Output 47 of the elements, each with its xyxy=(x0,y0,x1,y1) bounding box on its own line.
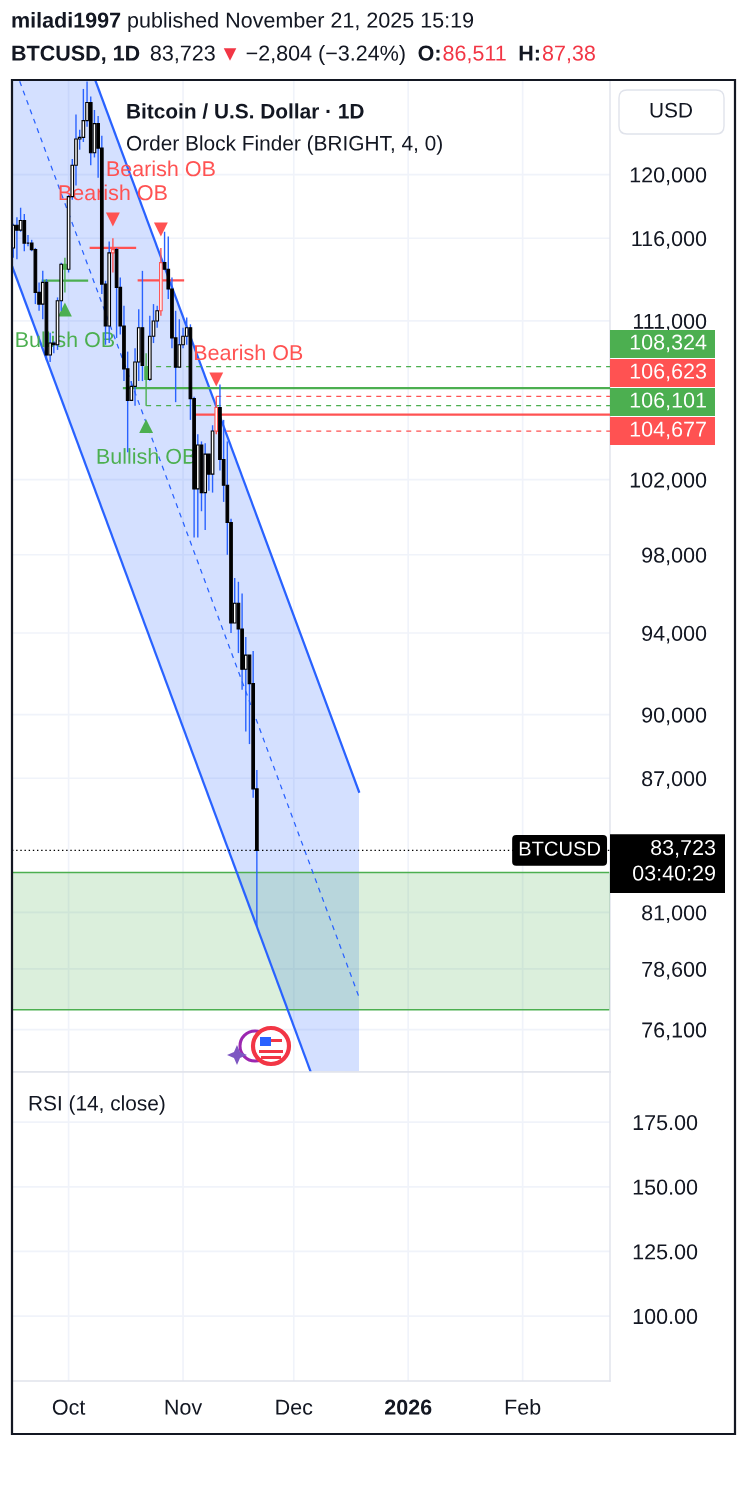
y-tick-label: 100.00 xyxy=(633,1308,698,1325)
data-label: 108,324 xyxy=(630,334,707,353)
text: 83,723 xyxy=(150,45,215,64)
candlestick xyxy=(15,216,19,261)
y-tick-label: 111,000 xyxy=(634,313,707,332)
annotation: BTCUSD xyxy=(519,841,601,856)
y-tick-label: 90,000 xyxy=(642,707,707,726)
x-tick-label: Feb xyxy=(505,1399,541,1415)
text: −2,804 (−3.24%) xyxy=(246,44,405,66)
text: Order Block Finder (BRIGHT, 4, 0) xyxy=(126,135,442,155)
x-tick-label: Oct xyxy=(52,1399,86,1415)
y-tick-label: 125.00 xyxy=(633,1244,698,1260)
y-tick-label: 78,600 xyxy=(642,961,707,980)
data-label: 104,677 xyxy=(630,421,706,440)
text: 86,511 xyxy=(443,45,506,64)
text: miladi1997 xyxy=(12,11,121,28)
text: O: xyxy=(418,45,440,61)
point xyxy=(153,222,168,237)
y-tick-label: 102,000 xyxy=(630,472,707,491)
y-tick-label: 98,000 xyxy=(642,547,707,566)
text: published November 21, 2025 15:19 xyxy=(128,11,474,33)
point xyxy=(139,419,154,434)
data-label: 106,101 xyxy=(630,392,706,411)
point xyxy=(57,302,72,317)
y-tick-label: 175.00 xyxy=(633,1114,698,1131)
text: RSI (14, close) xyxy=(29,1095,165,1115)
candlestick xyxy=(177,318,182,368)
y-tick-label: 120,000 xyxy=(630,167,707,186)
point xyxy=(209,372,224,387)
x-tick-label: 2026 xyxy=(385,1399,432,1415)
data-label: 106,623 xyxy=(630,363,707,382)
text: H: xyxy=(519,45,539,61)
y-tick-label: 76,100 xyxy=(642,1022,707,1041)
text: Bitcoin / U.S. Dollar · 1D xyxy=(127,103,364,119)
y-tick-label: 94,000 xyxy=(642,625,707,644)
text: USD xyxy=(650,102,692,118)
text: ▼ xyxy=(223,48,237,61)
y-tick-label: 150.00 xyxy=(633,1179,698,1195)
point xyxy=(105,212,120,227)
text: BTCUSD, 1D xyxy=(12,45,140,64)
text: 87,38 xyxy=(542,45,595,64)
y-tick-label: 116,000 xyxy=(632,230,707,249)
y-tick-label: 81,000 xyxy=(642,905,707,923)
ref-line-label: 83,723 03:40:29 xyxy=(633,839,716,881)
y-tick-label: 87,000 xyxy=(642,771,707,789)
x-tick-label: Dec xyxy=(276,1399,313,1415)
x-tick-label: Nov xyxy=(165,1399,203,1415)
